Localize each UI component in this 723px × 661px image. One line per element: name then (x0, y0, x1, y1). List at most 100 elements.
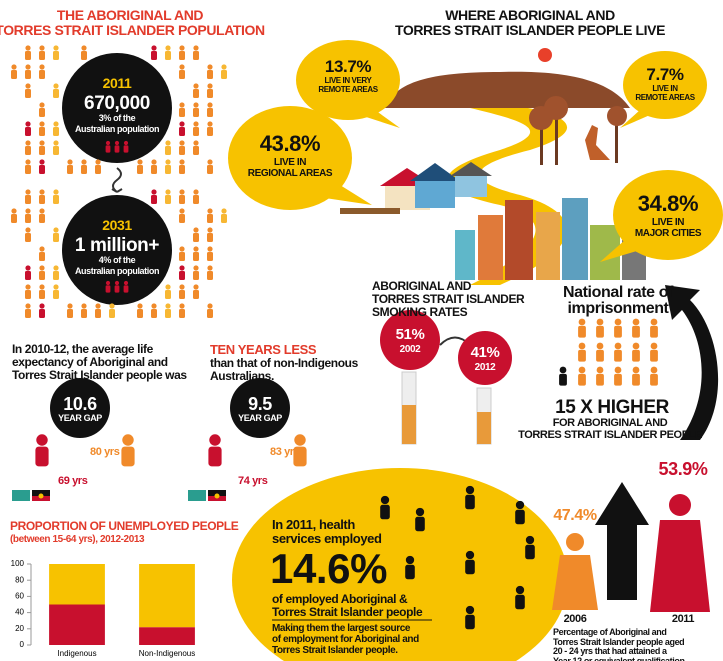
person-icon (597, 319, 604, 326)
body-text: Torres Strait Islander people was (12, 369, 187, 381)
person-icon (81, 309, 87, 318)
year: 2011 (533, 614, 723, 625)
person-icon (124, 145, 129, 152)
person-icon (53, 45, 58, 50)
y-tick-label: 60 (15, 592, 24, 601)
person-icon (632, 326, 640, 338)
person-icon (380, 505, 390, 519)
person-icon (294, 434, 305, 445)
person-icon (193, 45, 198, 50)
body-text: TORRES STRAIT ISLANDER PEOPLE (460, 430, 723, 441)
person-icon (466, 486, 474, 494)
person-icon (465, 560, 475, 574)
y-tick-label: 80 (15, 575, 24, 584)
person-icon (25, 165, 31, 174)
person-icon (633, 319, 640, 326)
person-icon (151, 303, 156, 308)
age-label: 83 yrs (270, 447, 299, 458)
person-icon (115, 141, 119, 145)
person-icon (106, 285, 111, 292)
person-icon (137, 303, 142, 308)
person-icon (95, 303, 100, 308)
section-title: TORRES STRAIT ISLANDER POPULATION (0, 23, 280, 37)
person-icon (415, 517, 425, 531)
person-icon (39, 159, 44, 164)
section-title: SMOKING RATES (372, 306, 467, 318)
person-icon (11, 64, 16, 69)
flags (12, 490, 226, 501)
person-icon (25, 159, 30, 164)
body-text: In 2011, health (272, 518, 355, 531)
person-icon (95, 159, 100, 164)
person-icon (179, 303, 184, 308)
person-icon (615, 319, 622, 326)
area-label: REGIONAL AREAS (140, 169, 440, 179)
person-icon (39, 189, 44, 194)
area-value: 34.8% (518, 193, 723, 215)
person-icon (179, 208, 184, 213)
area-value: 43.8% (140, 133, 440, 155)
person-icon (11, 208, 16, 213)
person-icon (405, 565, 415, 579)
person-icon (515, 595, 525, 609)
person-icon (651, 319, 658, 326)
person-icon (165, 309, 171, 318)
person-icon (207, 303, 212, 308)
person-icon (651, 367, 658, 374)
person-icon (193, 284, 198, 289)
population-count: 670,000 (0, 94, 267, 113)
person-icon (67, 309, 73, 318)
area-label: MAJOR CITIES (518, 229, 723, 239)
health-value: 14.6% (270, 548, 387, 590)
person-icon (165, 189, 170, 194)
infographic: 020406080100IndigenousNon-Indigenous THE… (0, 0, 723, 661)
person-icon (151, 189, 156, 194)
person-icon (165, 284, 170, 289)
person-icon (151, 195, 157, 204)
person-icon (193, 195, 199, 204)
person-icon (106, 141, 110, 145)
person-icon (193, 290, 199, 299)
bar-segment (49, 564, 105, 605)
person-icon (614, 326, 622, 338)
person-icon (95, 309, 101, 318)
person-icon (109, 309, 115, 318)
body-text: expectancy of Aboriginal and (12, 356, 168, 368)
person-icon (53, 51, 59, 60)
person-icon (193, 189, 198, 194)
person-icon (39, 146, 45, 155)
area-value: 13.7% (198, 58, 498, 75)
person-icon (650, 326, 658, 338)
person-icon (466, 606, 474, 614)
person-icon (25, 290, 31, 299)
person-icon (207, 309, 213, 318)
person-icon (578, 374, 586, 386)
person-icon (53, 189, 58, 194)
person-icon (650, 350, 658, 362)
section-title: TORRES STRAIT ISLANDER PEOPLE LIVE (380, 23, 680, 37)
body-text: Torres Strait Islander people (272, 606, 422, 618)
person-icon (39, 51, 45, 60)
person-icon (578, 326, 586, 338)
sun (538, 48, 552, 62)
person-icon (165, 51, 171, 60)
body-text: Australians. (210, 370, 274, 382)
person-icon (122, 434, 133, 445)
person-icon (179, 51, 185, 60)
person-icon (579, 319, 586, 326)
body-text: Making them the largest source (272, 624, 410, 634)
person-icon (25, 195, 31, 204)
section-title: ABORIGINAL AND (372, 280, 471, 292)
person-icon (25, 309, 31, 318)
person-icon (179, 290, 185, 299)
person-icon (179, 64, 184, 69)
gap-label: YEAR GAP (110, 414, 410, 423)
person-icon (25, 189, 30, 194)
area-label: LIVE IN (140, 158, 440, 168)
person-icon (39, 45, 44, 50)
population-share: Australian population (0, 267, 267, 276)
person-icon (67, 159, 72, 164)
person-icon (207, 208, 212, 213)
person-icon (596, 374, 604, 386)
body-text: Percentage of Aboriginal and (553, 628, 667, 637)
